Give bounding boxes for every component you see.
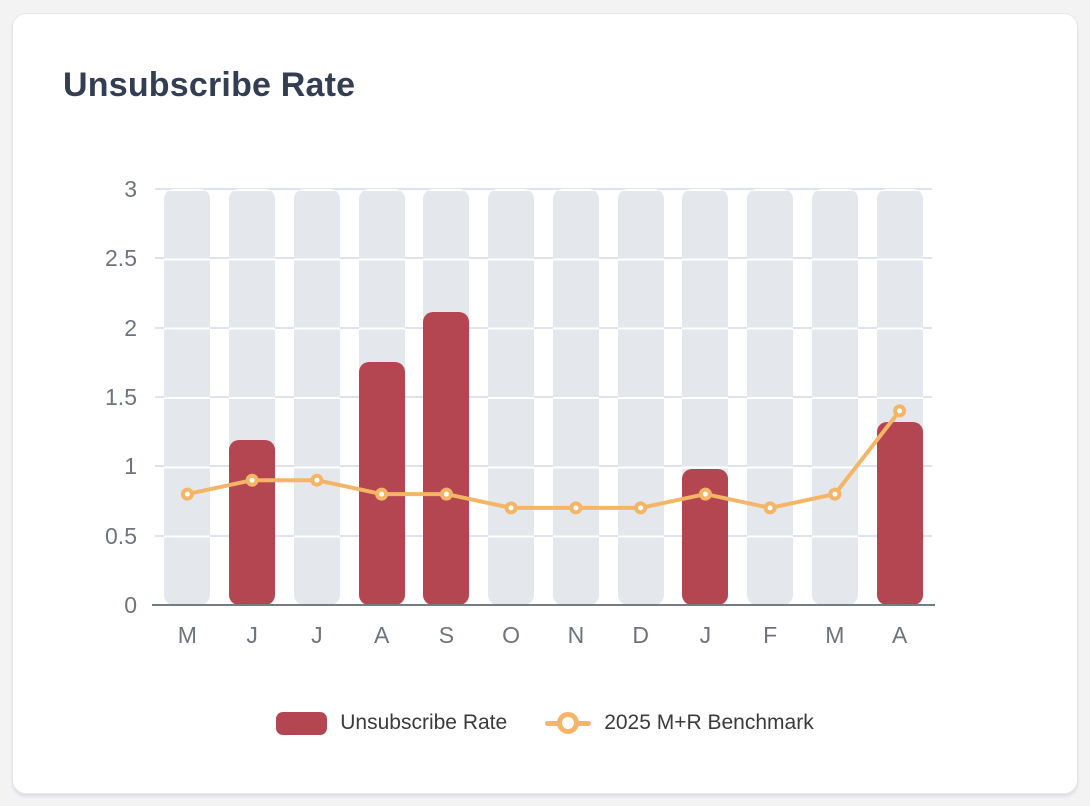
bar-swatch-icon bbox=[276, 711, 328, 735]
column-background-band bbox=[747, 189, 794, 605]
benchmark-point-marker[interactable] bbox=[763, 501, 777, 515]
x-axis-tick-label: F bbox=[763, 622, 778, 648]
gridline bbox=[155, 534, 932, 537]
x-axis-line bbox=[152, 604, 935, 606]
benchmark-point-marker[interactable] bbox=[180, 487, 194, 501]
x-axis-tick-label: J bbox=[699, 622, 712, 648]
x-axis-tick-label: S bbox=[438, 622, 455, 648]
benchmark-point-marker[interactable] bbox=[375, 487, 389, 501]
line-marker-icon bbox=[545, 711, 592, 735]
column-background-band bbox=[488, 189, 535, 605]
benchmark-point-marker[interactable] bbox=[828, 487, 842, 501]
gridline bbox=[155, 257, 932, 260]
chart-title: Unsubscribe Rate bbox=[63, 66, 356, 104]
gridline bbox=[155, 326, 932, 329]
column-background-band bbox=[811, 189, 858, 605]
gridline bbox=[155, 396, 932, 398]
legend-label-unsubscribe-rate: Unsubscribe Rate bbox=[340, 711, 508, 734]
gridline bbox=[155, 188, 932, 190]
x-axis-tick-label: M bbox=[825, 622, 845, 648]
benchmark-line bbox=[185, 408, 902, 510]
legend-item-unsubscribe-rate[interactable]: Unsubscribe Rate bbox=[276, 711, 507, 735]
benchmark-point-marker[interactable] bbox=[893, 404, 907, 418]
x-axis-tick-label: O bbox=[502, 622, 521, 648]
benchmark-point-marker[interactable] bbox=[245, 473, 259, 487]
benchmark-point-marker[interactable] bbox=[504, 501, 518, 515]
y-axis-tick-label: 3 bbox=[124, 176, 137, 202]
unsubscribe-rate-bar[interactable] bbox=[423, 312, 470, 605]
benchmark-point-marker[interactable] bbox=[569, 501, 583, 515]
unsubscribe-rate-bar[interactable] bbox=[358, 362, 405, 605]
chart-card: Unsubscribe Rate 0 0.5 1 1.5 2 2.5 3 M J J A S O N D J F… bbox=[12, 13, 1078, 794]
y-axis-tick-label: 1 bbox=[124, 453, 137, 480]
x-axis-tick-label: N bbox=[567, 622, 585, 648]
column-background-band bbox=[552, 189, 599, 605]
x-axis-tick-label: J bbox=[246, 622, 258, 648]
benchmark-point-marker[interactable] bbox=[634, 501, 648, 515]
ring-marker-icon bbox=[557, 712, 580, 734]
y-axis-tick-label: 0 bbox=[124, 592, 137, 618]
y-axis-tick-label: 0.5 bbox=[105, 522, 137, 549]
x-axis-tick-label: A bbox=[373, 622, 390, 648]
x-axis-tick-label: M bbox=[177, 622, 197, 648]
legend-label-benchmark: 2025 M+R Benchmark bbox=[604, 711, 814, 734]
gridline bbox=[155, 465, 932, 468]
x-axis-tick-label: A bbox=[891, 622, 908, 648]
column-background-band bbox=[617, 189, 664, 605]
y-axis-tick-label: 2.5 bbox=[105, 245, 137, 272]
chart-legend: Unsubscribe Rate 2025 M+R Benchmark bbox=[13, 705, 1077, 741]
benchmark-point-marker[interactable] bbox=[310, 473, 324, 487]
legend-item-benchmark[interactable]: 2025 M+R Benchmark bbox=[545, 711, 814, 735]
column-background-band bbox=[293, 189, 340, 605]
benchmark-point-marker[interactable] bbox=[698, 487, 712, 501]
unsubscribe-rate-bar[interactable] bbox=[876, 421, 923, 605]
y-axis-tick-label: 2 bbox=[124, 314, 137, 341]
y-axis-tick-label: 1.5 bbox=[105, 384, 137, 410]
benchmark-line-layer bbox=[180, 404, 907, 515]
plot-area: 0 0.5 1 1.5 2 2.5 3 M J J A S O N D J F M A bbox=[105, 176, 935, 648]
unsubscribe-rate-bar[interactable] bbox=[229, 440, 276, 605]
x-axis-tick-label: J bbox=[311, 622, 323, 648]
x-axis-tick-label: D bbox=[632, 622, 649, 648]
column-background-band bbox=[164, 189, 211, 605]
benchmark-point-marker[interactable] bbox=[439, 487, 453, 501]
